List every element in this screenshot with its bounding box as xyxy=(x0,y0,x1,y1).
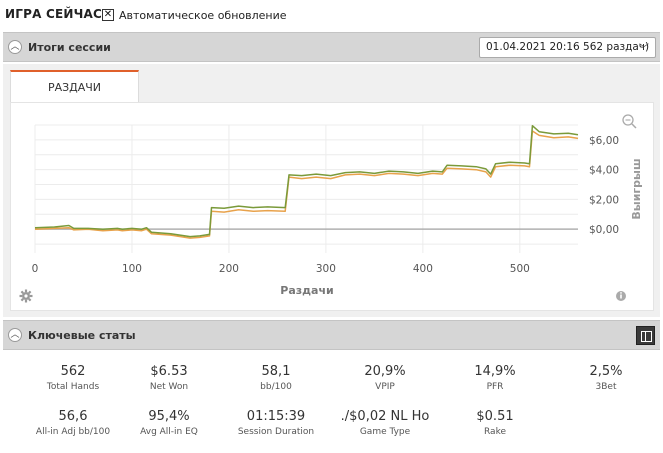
x-tick-label: 0 xyxy=(32,263,39,275)
chart-area: 0 100 200 300 400 500 $0,00 $2,00 $4,00 $6,00 Разд… xyxy=(10,102,654,311)
key-stats-header: ︿ Ключевые статы xyxy=(3,320,660,350)
session-summary-title: Итоги сессии xyxy=(28,41,111,54)
stat-label: Total Hands xyxy=(46,382,100,392)
stat-label: All-in Adj bb/100 xyxy=(35,427,111,437)
stat-label: Session Duration xyxy=(237,427,315,437)
stat-value: 95,4% xyxy=(148,409,190,424)
key-stats-grid: 562 Total Hands $6.53 Net Won 58,1 bb/100 20,9… xyxy=(3,351,660,450)
key-stats-title: Ключевые статы xyxy=(28,329,136,342)
x-tick-label: 200 xyxy=(219,263,239,275)
info-icon[interactable] xyxy=(616,291,626,301)
session-select-value: 01.04.2021 20:16 562 раздач) xyxy=(486,41,650,53)
stat-total-hands: 562 Total Hands xyxy=(18,364,128,393)
stat-value: 562 xyxy=(60,364,86,379)
auto-refresh-label[interactable]: Автоматическое обновление xyxy=(119,9,287,22)
x-axis-label: Раздачи xyxy=(280,284,333,297)
stat-avg-all-in-eq: 95,4% Avg All-in EQ xyxy=(114,409,224,438)
session-select[interactable]: 01.04.2021 20:16 562 раздач) ﹀ xyxy=(479,37,656,58)
top-bar: ИГРА СЕЙЧАС ✕ Автоматическое обновление xyxy=(0,0,663,32)
stat-value: $6.53 xyxy=(150,364,188,379)
auto-refresh-checkbox[interactable]: ✕ xyxy=(102,9,114,21)
x-tick-label: 300 xyxy=(316,263,336,275)
stat-value: 58,1 xyxy=(261,364,291,379)
stat-label: Game Type xyxy=(359,427,411,437)
chevron-up-icon[interactable]: ︿ xyxy=(8,328,22,342)
x-tick-label: 500 xyxy=(510,263,530,275)
zoom-icon[interactable] xyxy=(622,114,637,129)
page-title: ИГРА СЕЙЧАС xyxy=(5,7,102,21)
stat-label: Net Won xyxy=(149,382,189,392)
stat-value: ./$0,02 NL Ho xyxy=(340,409,430,424)
stat-label: 3Bet xyxy=(595,382,617,392)
stat-value: $0.51 xyxy=(476,409,514,424)
stat-value: 01:15:39 xyxy=(246,409,306,424)
layout-icon[interactable] xyxy=(636,326,655,345)
stat-label: bb/100 xyxy=(260,382,292,392)
x-tick-label: 400 xyxy=(413,263,433,275)
session-summary-header: ︿ Итоги сессии 01.04.2021 20:16 562 разд… xyxy=(3,32,660,62)
stat-label: PFR xyxy=(486,382,504,392)
chevron-up-icon[interactable]: ︿ xyxy=(8,40,22,54)
stat-value: 56,6 xyxy=(58,409,88,424)
stat-rake: $0.51 Rake xyxy=(440,409,550,438)
x-tick-label: 100 xyxy=(122,263,142,275)
stat-label: VPIP xyxy=(375,382,395,392)
y-axis-label: Выигрыш xyxy=(630,158,643,219)
stat-session-duration: 01:15:39 Session Duration xyxy=(221,409,331,438)
gear-icon[interactable] xyxy=(19,289,33,303)
y-tick-label: $0,00 xyxy=(589,224,619,236)
stat-label: Avg All-in EQ xyxy=(140,427,198,437)
stat-net-won: $6.53 Net Won xyxy=(114,364,224,393)
tab-hands[interactable]: РАЗДАЧИ xyxy=(10,70,139,102)
stat-value: 20,9% xyxy=(364,364,406,379)
stat-bb-100: 58,1 bb/100 xyxy=(221,364,331,393)
stat-value: 2,5% xyxy=(589,364,623,379)
y-tick-label: $2,00 xyxy=(589,194,619,206)
chevron-down-icon: ﹀ xyxy=(639,44,649,55)
stat-vpip: 20,9% VPIP xyxy=(330,364,440,393)
stat-value: 14,9% xyxy=(474,364,516,379)
session-body: РАЗДАЧИ 0 100 200 300 400 500 $0,00 $2,00 $4,00 $… xyxy=(3,64,660,317)
y-tick-label: $6,00 xyxy=(589,135,619,147)
stat-game-type: ./$0,02 NL Ho Game Type xyxy=(330,409,440,438)
series-line-1 xyxy=(34,124,579,238)
winnings-chart: 0 100 200 300 400 500 $0,00 $2,00 $4,00 $6,00 Разд… xyxy=(19,114,643,303)
y-tick-label: $4,00 xyxy=(589,165,619,177)
stat-pfr: 14,9% PFR xyxy=(440,364,550,393)
stat-label: Rake xyxy=(484,427,506,437)
series-line-0 xyxy=(34,130,579,239)
stat-3bet: 2,5% 3Bet xyxy=(551,364,661,393)
tab-bar: РАЗДАЧИ xyxy=(9,69,654,102)
stat-all-in-adj-bb-100: 56,6 All-in Adj bb/100 xyxy=(18,409,128,438)
